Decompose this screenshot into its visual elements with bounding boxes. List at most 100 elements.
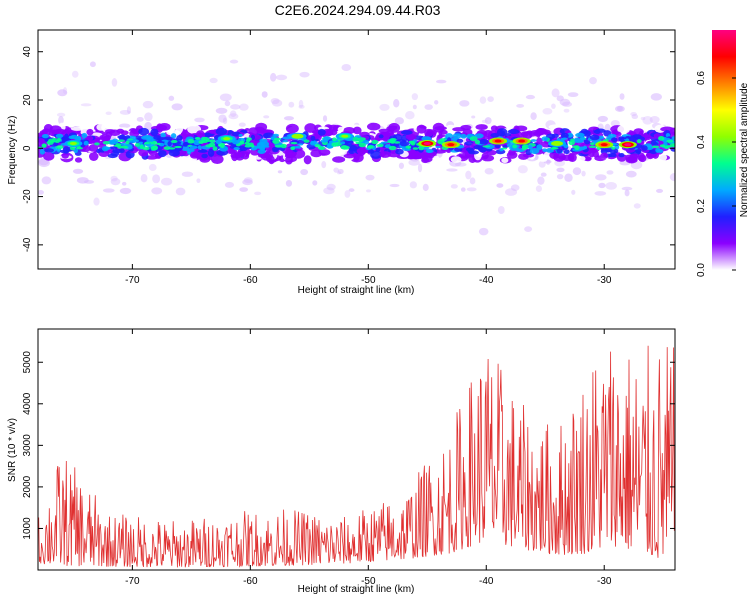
spectrogram-blob — [426, 148, 433, 154]
spectrogram-haze-blob — [254, 191, 262, 196]
spectrogram-haze-blob — [312, 180, 318, 186]
spectrogram-blob — [570, 138, 575, 143]
spectrogram-blob — [96, 148, 101, 154]
spectrogram-haze-blob — [283, 116, 295, 121]
spectrogram-frame — [37, 29, 676, 270]
spectrogram-blob — [579, 136, 585, 141]
spectrogram-haze-blob — [38, 158, 50, 168]
spectrogram-blob — [527, 144, 533, 150]
spectrogram-blob — [76, 147, 83, 150]
spectrogram-haze-blob — [219, 93, 232, 102]
spectrogram-blob — [263, 153, 272, 159]
spectrogram-blob — [549, 151, 560, 159]
spectrogram-blob — [541, 136, 549, 142]
spectrogram-blob — [434, 126, 447, 131]
spectrogram-blob — [332, 156, 346, 163]
spectrogram-haze-blob — [119, 187, 132, 195]
spectrogram-blob — [125, 140, 130, 145]
spectrogram-blob — [352, 151, 360, 162]
spectrogram-haze-blob — [337, 168, 344, 175]
spectrogram-blob — [215, 127, 228, 136]
spectrogram-blob — [259, 138, 268, 143]
spectrogram-blob — [366, 122, 381, 131]
spectrogram-blob — [107, 139, 116, 145]
spectrogram-blob — [275, 124, 287, 132]
spectrogram-blob — [558, 155, 566, 160]
spectrogram-blob — [318, 149, 331, 156]
spectrogram-blob — [285, 150, 297, 159]
spectrogram-haze-blob — [348, 188, 355, 192]
spectrogram-haze-blob — [160, 177, 173, 186]
spectrogram-haze-blob — [487, 96, 494, 102]
spectrogram-blob — [421, 157, 430, 164]
spectrogram-haze-blob — [152, 174, 161, 184]
colorbar-gradient — [712, 30, 736, 270]
spectrogram-blob — [70, 134, 78, 140]
spectrogram-blob — [161, 139, 169, 142]
spectrogram-blob — [378, 134, 384, 139]
spectrogram-haze-blob — [222, 117, 228, 125]
spectrogram-hotspot — [69, 141, 77, 145]
spectrogram-blob — [409, 140, 415, 145]
spectrogram-blob — [186, 148, 195, 153]
spectrogram-hotspot — [553, 141, 561, 145]
spectrogram-haze-blob — [239, 103, 249, 111]
spectrogram-blob — [351, 137, 360, 142]
spectrogram-haze-blob — [271, 99, 283, 107]
spectrogram-blob — [116, 128, 125, 134]
spectrogram-haze-blob — [298, 104, 305, 109]
spectrogram-blob — [611, 146, 616, 150]
spectrogram-blob — [507, 129, 520, 135]
spectrogram-blob — [520, 131, 529, 137]
colorbar-tick-label: 0.6 — [696, 71, 707, 85]
spectrogram-blob — [88, 144, 99, 152]
spectrogram-haze-blob — [93, 197, 100, 206]
y-tick-label: 1000 — [22, 517, 33, 540]
spectrogram-haze-blob — [229, 110, 237, 118]
x-tick-label: -60 — [243, 576, 258, 587]
spectrogram-blob — [452, 127, 466, 132]
spectrogram-blob — [469, 136, 478, 142]
spectrogram-x-ticks: -70 -60 -50 -40 -30 — [125, 30, 612, 286]
spectrogram-blob — [210, 154, 224, 165]
spectrogram-haze-blob — [194, 117, 205, 123]
spectrogram-blob — [589, 134, 600, 141]
spectrogram-haze-blob — [460, 187, 466, 192]
x-tick-label: -40 — [479, 275, 494, 286]
spectrogram-haze-blob — [571, 189, 576, 195]
spectrogram-haze-blob — [323, 187, 335, 195]
spectrogram-haze-blob — [631, 113, 639, 120]
spectrogram-haze-blob — [151, 187, 163, 195]
spectrogram-haze-blob — [140, 174, 148, 183]
x-tick-label: -50 — [361, 576, 376, 587]
spectrogram-haze-blob — [142, 100, 154, 109]
spectrogram-haze-blob — [465, 170, 472, 180]
spectrogram-blob — [456, 138, 464, 143]
spectrogram-blob — [158, 150, 167, 158]
spectrogram-blob — [658, 149, 664, 154]
spectrogram-blob — [176, 135, 183, 142]
spectrogram-blob — [310, 135, 316, 142]
spectrogram-blob — [512, 144, 518, 149]
spectrogram-haze-blob — [275, 74, 288, 81]
spectrogram-blob — [207, 149, 215, 157]
spectrogram-haze-blob — [126, 106, 131, 114]
spectrogram-blob — [102, 141, 110, 145]
spectrogram-blob — [59, 149, 69, 154]
spectrogram-blob — [174, 145, 182, 149]
spectrogram-blob — [608, 133, 617, 138]
spectrogram-blob — [490, 132, 500, 138]
spectrogram-blob — [536, 144, 543, 151]
spectrogram-blob — [502, 144, 509, 149]
spectrogram-blob — [127, 138, 134, 141]
spectrogram-blob — [611, 137, 618, 143]
spectrogram-blob — [474, 133, 484, 139]
spectrogram-haze-blob — [594, 191, 607, 196]
spectrogram-haze-blob — [540, 172, 547, 177]
spectrogram-blob — [150, 128, 159, 137]
spectrogram-blob — [117, 139, 125, 142]
snr-x-ticks: -70 -60 -50 -40 -30 — [125, 329, 612, 587]
spectrogram-blob — [582, 145, 588, 150]
spectrogram-blob — [105, 131, 113, 138]
spectrogram-haze-blob — [405, 111, 415, 120]
